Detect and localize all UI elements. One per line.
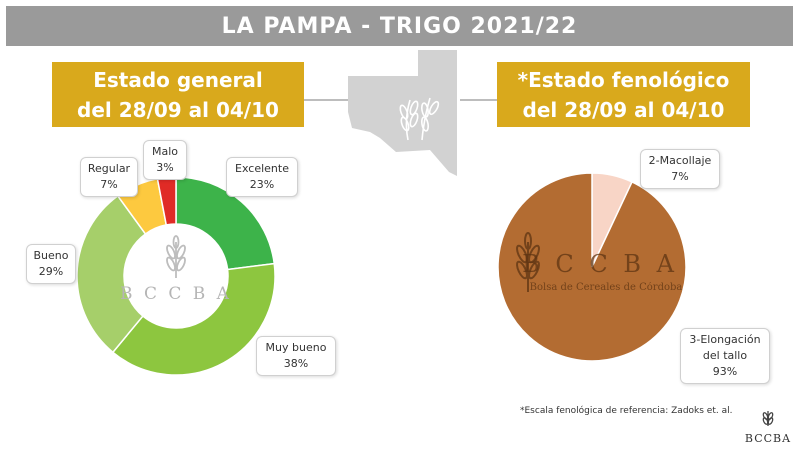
bccba-logo-icon	[166, 235, 186, 278]
estado-fenologico-title: *Estado fenológico	[517, 67, 730, 92]
page-title: LA PAMPA - TRIGO 2021/22	[221, 13, 578, 39]
label-regular: Regular 7%	[80, 157, 138, 197]
bccba-watermark-text: B C C B A	[522, 250, 678, 278]
estado-general-donut	[76, 176, 276, 376]
label-elongacion-value: 93%	[712, 365, 738, 378]
bccba-corner-text: BCCBA	[744, 432, 792, 445]
estado-general-title: Estado general	[93, 67, 263, 92]
label-macollaje-name: 2-Macollaje	[648, 154, 712, 167]
estado-general-header: Estado general del 28/09 al 04/10	[52, 62, 304, 127]
label-regular-value: 7%	[100, 178, 118, 191]
estado-fenologico-header: *Estado fenológico del 28/09 al 04/10	[497, 62, 750, 127]
estado-general-dates: del 28/09 al 04/10	[77, 97, 279, 122]
label-regular-name: Regular	[87, 162, 131, 175]
slice-3-elongaci-n-del-tallo	[497, 172, 687, 362]
bccba-watermark-subtitle: Bolsa de Cereales de Córdoba	[530, 282, 683, 293]
footnote: *Escala fenológica de referencia: Zadoks…	[520, 406, 733, 416]
label-malo-value: 3%	[156, 161, 174, 174]
label-muy-bueno-value: 38%	[283, 357, 309, 370]
slice-muy-bueno	[111, 262, 276, 376]
bccba-logo-text: B C C B A	[120, 284, 232, 304]
label-elongacion: 3-Elongación del tallo 93%	[680, 328, 770, 384]
label-bueno-value: 29%	[38, 265, 64, 278]
slice-bueno	[76, 194, 147, 354]
la-pampa-map-icon	[348, 50, 457, 176]
connector-line-left	[304, 99, 348, 101]
label-muy-bueno: Muy bueno 38%	[256, 336, 336, 376]
estado-fenologico-pie	[497, 172, 687, 362]
label-bueno: Bueno 29%	[26, 244, 76, 284]
connector-line-right	[460, 99, 497, 101]
label-macollaje: 2-Macollaje 7%	[640, 149, 720, 189]
wheat-map-icon	[399, 97, 440, 141]
label-excelente-value: 23%	[249, 178, 275, 191]
label-macollaje-value: 7%	[671, 170, 689, 183]
label-bueno-name: Bueno	[33, 249, 69, 262]
estado-fenologico-dates: del 28/09 al 04/10	[522, 97, 725, 122]
bccba-corner-wheat-icon	[762, 411, 774, 426]
slice-excelente	[175, 176, 276, 271]
label-malo-name: Malo	[151, 145, 179, 158]
bccba-watermark-icon	[516, 232, 540, 292]
label-elongacion-name: 3-Elongación del tallo	[689, 333, 761, 362]
label-muy-bueno-name: Muy bueno	[265, 341, 327, 354]
label-excelente: Excelente 23%	[226, 157, 298, 197]
page-title-bar: LA PAMPA - TRIGO 2021/22	[6, 6, 793, 46]
bccba-corner-logo: BCCBA	[744, 408, 792, 445]
label-malo: Malo 3%	[143, 140, 187, 180]
label-excelente-name: Excelente	[235, 162, 289, 175]
